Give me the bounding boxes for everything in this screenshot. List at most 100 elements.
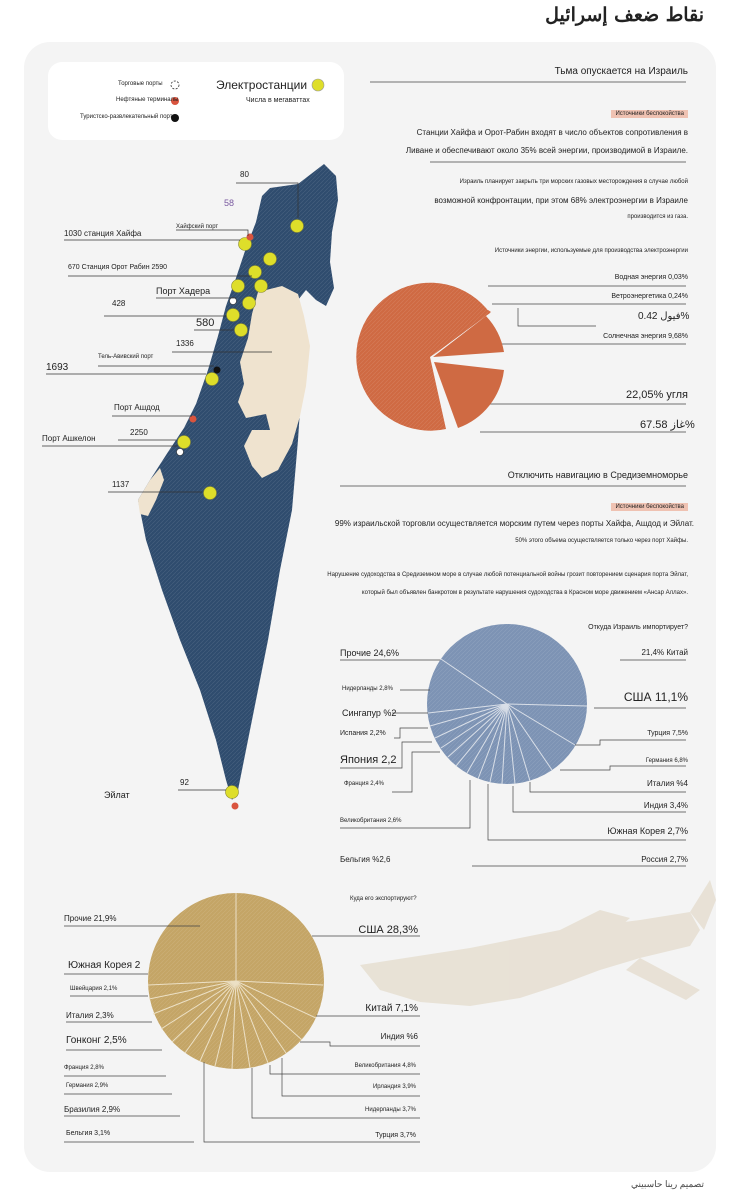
map-value-1693: 1693 — [46, 362, 69, 373]
import-label-it: Италия %4 — [646, 779, 688, 788]
trade-port-marker — [170, 80, 180, 90]
map-ashdod-port: Порт Ашдод — [114, 403, 160, 412]
energy-p1a: Станции Хайфа и Орот-Рабин входят в числ… — [416, 128, 688, 137]
import-label-tr: Турция 7,5% — [647, 730, 688, 737]
export-label-it: Италия 2,3% — [66, 1011, 114, 1020]
export-label-in: Индия %6 — [380, 1032, 418, 1041]
energy-heading: Тьма опускается на Израиль — [554, 66, 688, 77]
export-label-br: Бразилия 2,9% — [64, 1105, 121, 1114]
export-question: Куда его экспортируют? — [350, 896, 417, 902]
energy-label-solar: Солнечная энергия 9,68% — [603, 333, 688, 340]
map-orot-rabin: 670 Станция Орот Рабин 2590 — [68, 264, 168, 271]
content-card — [24, 42, 716, 1172]
import-label-in: Индия 3,4% — [643, 801, 688, 810]
legend-plants-note: Числа в мегаваттах — [246, 97, 310, 104]
trade-port-dot — [176, 448, 184, 456]
trade-port-dot — [229, 297, 237, 305]
energy-p2c: производится из газа. — [627, 214, 688, 220]
energy-source-tag: Источники беспокойства — [611, 110, 688, 118]
map-haifa-port: Хайфский порт — [176, 224, 219, 230]
plant-dot — [177, 435, 191, 449]
drone-illustration — [360, 880, 716, 1006]
map-haifa-station: 1030 станция Хайфа — [64, 229, 142, 238]
energy-chart-title: Источники энергии, используемые для прои… — [494, 248, 688, 254]
energy-label-wind: Ветроэнергетика 0,24% — [611, 293, 688, 300]
nav-p1: 99% израильской торговли осуществляется … — [334, 519, 694, 528]
plant-dot — [225, 785, 239, 799]
power-plant-markers — [177, 219, 304, 799]
plant-dot — [242, 296, 256, 310]
oil-terminal-dot — [231, 802, 239, 810]
energy-label-coal: 22,05% угля — [625, 389, 688, 401]
export-label-usa: США 28,3% — [358, 924, 418, 936]
plant-dot — [263, 252, 277, 266]
plant-marker — [311, 78, 325, 92]
import-label-be: Бельгия %2,6 — [340, 855, 391, 864]
map-tel-aviv-port: Тель-Авивский порт — [98, 354, 154, 360]
map-value-1137: 1137 — [112, 480, 130, 489]
nav-p2: 50% этого объема осуществляется только ч… — [515, 538, 688, 544]
export-label-ch: Швейцария 2,1% — [70, 986, 118, 992]
energy-p2b: возможной конфронтации, при этом 68% эле… — [434, 196, 688, 205]
export-label-fr: Франция 2,8% — [64, 1065, 104, 1071]
energy-pie — [356, 282, 504, 431]
export-label-hk: Гонконг 2,5% — [66, 1035, 127, 1046]
plant-dot — [238, 237, 252, 251]
map-value-92: 92 — [180, 778, 189, 787]
plant-dot — [248, 265, 262, 279]
map-value-428: 428 — [112, 299, 126, 308]
import-label-ru: Россия 2,7% — [641, 855, 688, 864]
map-hadera-port: Порт Хадера — [156, 286, 211, 296]
import-label-sg: Сингапур %2 — [342, 708, 397, 718]
export-label-be: Бельгия 3,1% — [66, 1130, 111, 1137]
pie-slice-coal — [434, 362, 504, 428]
export-label-nl: Нидерланды 3,7% — [365, 1107, 416, 1113]
plant-dot — [290, 219, 304, 233]
export-label-tr: Турция 3,7% — [375, 1132, 416, 1139]
import-label-gb: Великобритания 2,6% — [340, 818, 402, 824]
oil-terminal-marker — [171, 97, 179, 105]
import-label-fr: Франция 2,4% — [344, 781, 384, 787]
plant-dot — [203, 486, 217, 500]
tourist-port-dot — [213, 366, 221, 374]
nav-heading: Отключить навигацию в Средиземноморье — [507, 470, 688, 480]
legend-plants: Электростанции — [216, 78, 308, 92]
oil-terminal-dot — [189, 415, 197, 423]
pie-slice-solar — [433, 316, 504, 357]
map-leader-lines — [42, 182, 299, 791]
import-label-other: Прочие 24,6% — [340, 648, 400, 658]
import-label-china: 21,4% Китай — [641, 648, 688, 657]
map-legend — [48, 62, 344, 140]
map-value-80: 80 — [240, 170, 249, 179]
map-eilat: Эйлат — [104, 790, 130, 800]
import-leader-lines — [340, 659, 686, 841]
import-label-de: Германия 6,8% — [645, 758, 688, 764]
export-pie — [147, 893, 324, 1070]
west-bank-area — [238, 286, 310, 478]
export-label-ie: Ирландия 3,9% — [372, 1084, 416, 1090]
legend-trade-ports: Торговые порты — [118, 81, 163, 87]
page-title: نقاط ضعف إسرائيل — [545, 4, 704, 26]
plant-dot — [254, 279, 268, 293]
export-label-kr: Южная Корея 2 — [68, 960, 141, 971]
import-label-kr: Южная Корея 2,7% — [607, 826, 688, 836]
tourist-port-marker — [171, 114, 179, 122]
map-value-580: 580 — [196, 317, 215, 329]
export-leader-lines — [64, 925, 420, 1143]
energy-label-gas: غاز 67.58% — [640, 419, 695, 431]
map-value-1336: 1336 — [176, 339, 194, 348]
legend-oil-terminals: Нефтяные терминалы — [116, 97, 179, 103]
oil-terminal-dot — [246, 233, 254, 241]
map-value-58: 58 — [224, 198, 235, 208]
nav-p3a: Нарушение судоходства в Средиземном море… — [327, 572, 688, 578]
export-label-other: Прочие 21,9% — [64, 914, 117, 923]
plant-dot — [231, 279, 245, 293]
designer-credit: تصميم رينا حاسبيني — [630, 1179, 704, 1189]
export-label-gb: Великобритания 4,8% — [354, 1063, 416, 1069]
import-label-jp: Япония 2,2 — [340, 754, 397, 766]
legend-tourist-port: Туристско-развлекательный порт — [80, 114, 173, 120]
import-label-es: Испания 2,2% — [340, 730, 386, 737]
plant-dot — [226, 308, 240, 322]
import-question: Откуда Израиль импортирует? — [588, 624, 688, 631]
plant-dot — [205, 372, 219, 386]
